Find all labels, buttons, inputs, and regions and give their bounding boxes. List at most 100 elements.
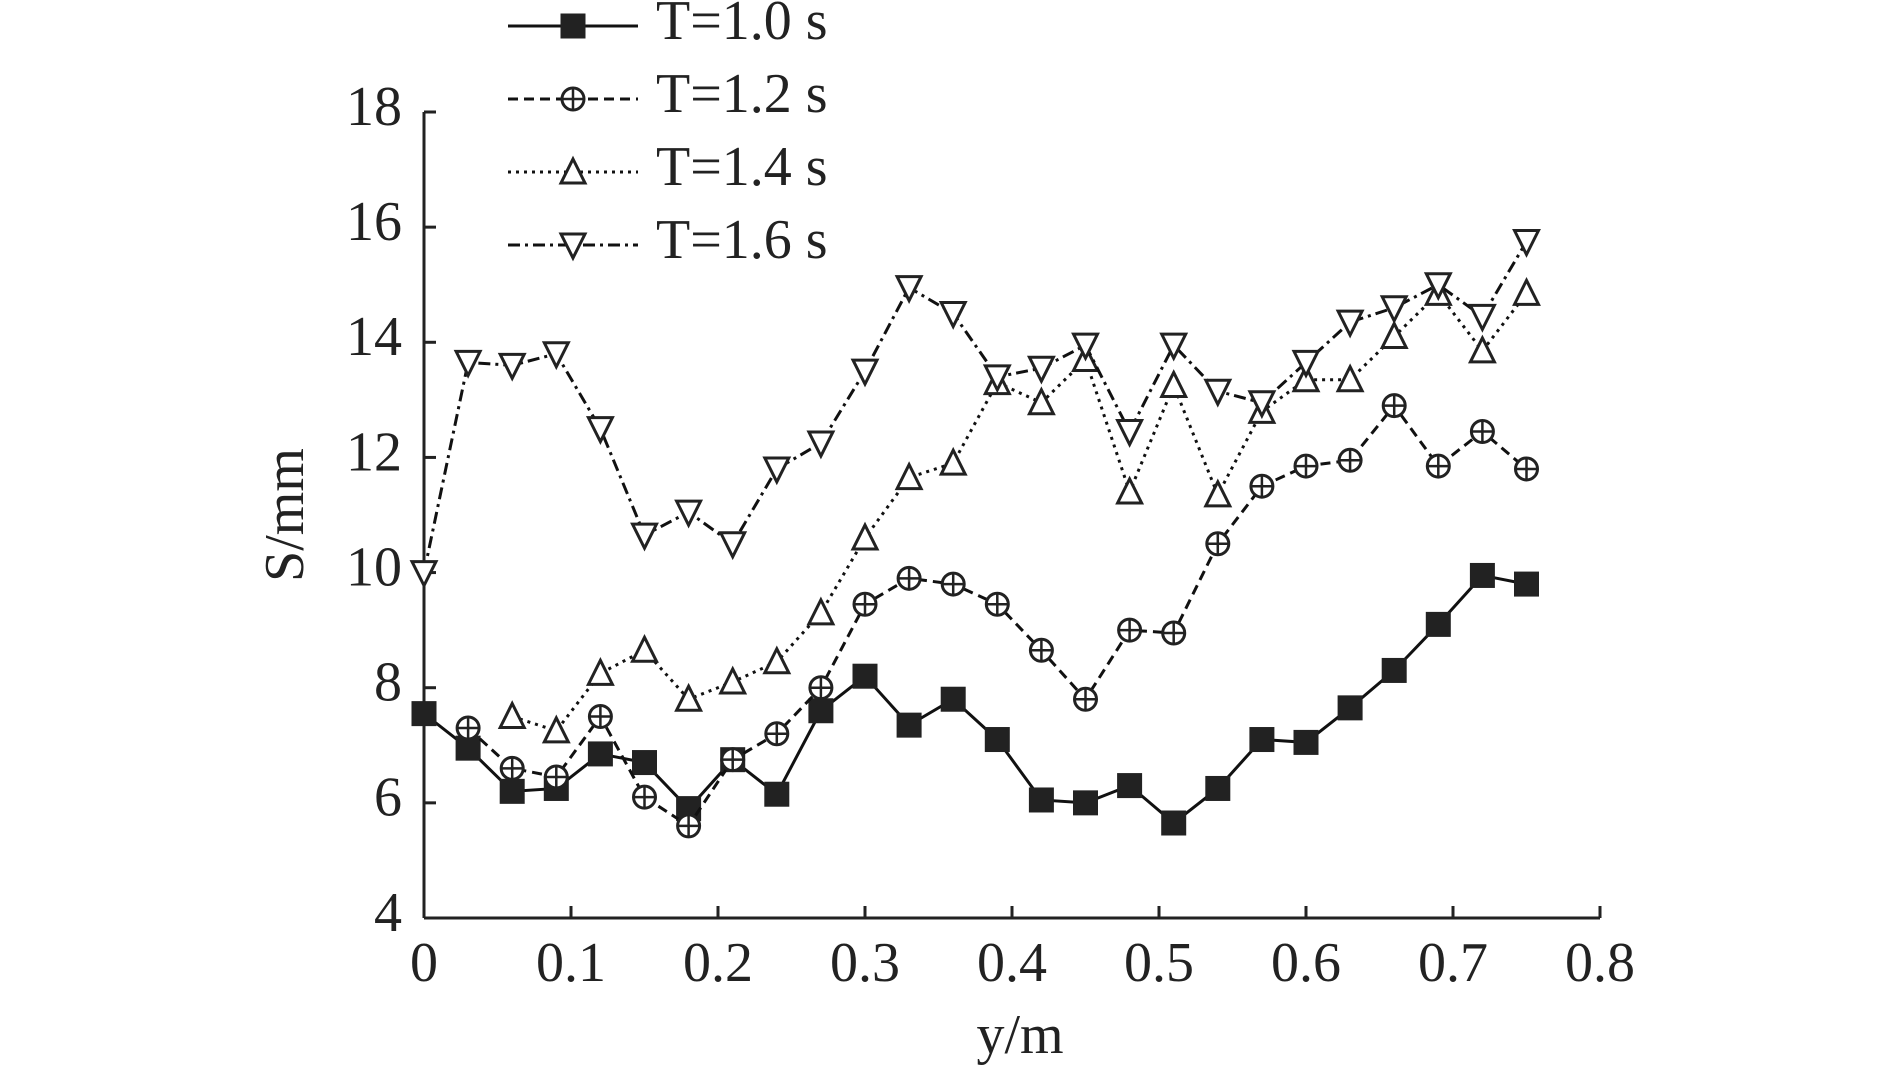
marker — [1335, 309, 1365, 339]
marker — [1028, 787, 1054, 813]
marker-plus — [562, 88, 584, 110]
marker — [1028, 637, 1054, 663]
marker — [718, 665, 748, 695]
marker — [1161, 810, 1187, 836]
y-tick-label: 4 — [374, 882, 402, 944]
marker-plus — [1295, 455, 1317, 478]
y-axis-label: S/mm — [254, 448, 316, 582]
marker — [852, 663, 878, 689]
marker — [541, 341, 571, 371]
marker — [764, 721, 790, 747]
marker — [1291, 349, 1321, 379]
marker — [630, 522, 659, 552]
marker — [630, 633, 659, 663]
marker-plus — [1206, 532, 1229, 555]
marker — [1293, 729, 1319, 755]
marker — [585, 656, 615, 686]
marker — [587, 741, 613, 767]
marker — [1159, 332, 1189, 362]
marker-plus — [545, 765, 568, 788]
legend-label: T=1.6 s — [656, 209, 828, 271]
marker — [1159, 369, 1189, 398]
x-tick-label: 0 — [410, 932, 438, 994]
marker — [497, 352, 527, 382]
y-tick-label: 8 — [374, 652, 402, 714]
marker — [1293, 453, 1319, 479]
legend-label: T=1.2 s — [656, 63, 828, 125]
marker — [587, 704, 613, 729]
marker — [1381, 393, 1407, 419]
marker-plus — [1427, 455, 1450, 478]
marker — [1423, 272, 1453, 302]
marker — [1026, 355, 1056, 385]
marker — [411, 701, 437, 727]
marker — [1115, 419, 1145, 448]
marker-plus — [809, 676, 832, 699]
marker — [1379, 320, 1409, 350]
x-axis-label: y/m — [976, 1004, 1063, 1066]
y-tick-label: 14 — [346, 306, 402, 368]
marker — [806, 596, 836, 626]
marker — [940, 571, 966, 597]
marker-plus — [501, 757, 524, 780]
marker-plus — [457, 717, 480, 740]
marker-plus — [1383, 394, 1406, 417]
marker — [674, 499, 704, 529]
marker — [1247, 390, 1277, 420]
marker-plus — [898, 567, 921, 590]
marker — [1073, 790, 1098, 816]
marker — [940, 686, 966, 712]
marker — [676, 813, 702, 839]
marker — [894, 275, 924, 304]
marker — [938, 301, 968, 330]
series-line — [511, 291, 1528, 733]
marker — [409, 560, 439, 589]
x-tick-label: 0.1 — [536, 932, 606, 994]
x-tick-label: 0.8 — [1565, 932, 1635, 994]
marker — [764, 781, 790, 807]
marker — [1467, 303, 1497, 333]
y-tick-label: 10 — [346, 536, 402, 598]
marker — [1514, 456, 1539, 482]
marker — [1379, 295, 1409, 325]
marker — [541, 714, 571, 744]
marker — [558, 232, 588, 262]
marker-plus — [1118, 619, 1141, 642]
marker — [1115, 475, 1145, 505]
marker — [808, 698, 834, 724]
marker — [1512, 229, 1541, 258]
y-tick-label: 16 — [346, 191, 402, 253]
marker — [762, 456, 792, 486]
marker — [1203, 378, 1233, 408]
marker-plus — [1162, 622, 1185, 645]
marker — [938, 446, 968, 476]
marker — [632, 750, 657, 776]
marker-plus — [1339, 449, 1362, 472]
marker — [1469, 562, 1495, 588]
marker — [560, 86, 586, 112]
x-tick-label: 0.2 — [683, 932, 753, 994]
legend-label: T=1.4 s — [656, 136, 828, 198]
legend-label: T=1.0 s — [656, 0, 828, 52]
marker — [1467, 334, 1497, 364]
marker — [1337, 447, 1363, 473]
marker — [585, 416, 615, 445]
marker — [497, 700, 527, 729]
marker — [499, 755, 525, 781]
x-tick-label: 0.6 — [1271, 932, 1341, 994]
marker-plus — [1471, 420, 1494, 443]
marker — [1337, 695, 1363, 721]
marker-plus — [1074, 688, 1097, 711]
y-tick-label: 12 — [346, 421, 402, 483]
marker-plus — [721, 748, 744, 771]
marker — [1425, 453, 1451, 479]
marker — [499, 778, 525, 804]
marker-plus — [986, 593, 1009, 616]
marker — [982, 364, 1012, 394]
marker — [894, 461, 924, 491]
marker-plus — [765, 722, 788, 745]
marker — [762, 645, 792, 675]
marker — [1249, 473, 1275, 499]
marker — [1512, 276, 1541, 306]
